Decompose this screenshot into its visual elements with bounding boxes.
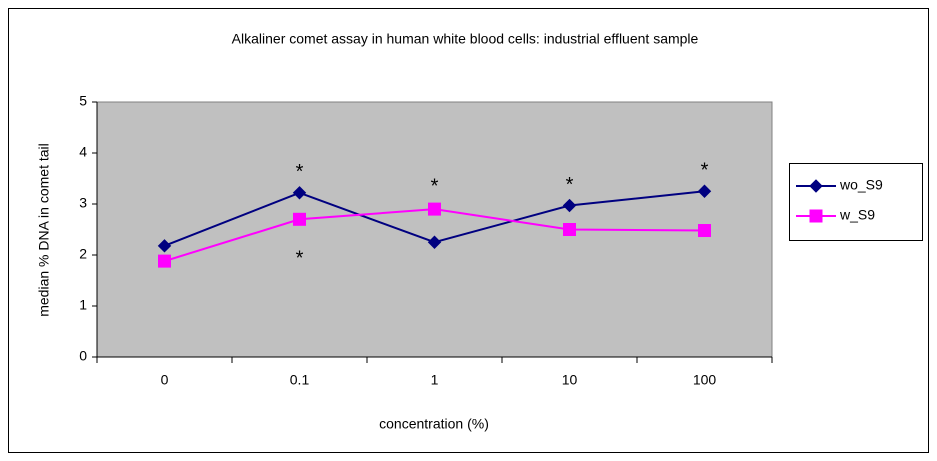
x-axis-label: concentration (%) xyxy=(379,416,489,432)
data-point xyxy=(563,223,576,236)
x-tick-label: 0.1 xyxy=(290,372,310,388)
x-tick-label: 10 xyxy=(562,372,578,388)
y-tick-label: 1 xyxy=(79,297,87,313)
annotation: * xyxy=(701,160,709,182)
y-tick-label: 4 xyxy=(79,144,87,160)
data-point xyxy=(809,179,823,193)
y-tick-label: 2 xyxy=(79,246,87,262)
y-tick-label: 5 xyxy=(79,93,87,109)
data-point xyxy=(698,224,711,238)
x-tick-label: 0 xyxy=(161,372,169,388)
data-point xyxy=(562,198,577,213)
data-point xyxy=(293,212,306,226)
annotation: * xyxy=(431,175,439,197)
annotation: * xyxy=(296,161,304,183)
data-point xyxy=(809,209,823,223)
data-point xyxy=(697,184,712,198)
data-point xyxy=(427,235,442,249)
legend-label: w_S9 xyxy=(839,207,875,223)
legend-label: wo_S9 xyxy=(839,177,883,193)
data-point xyxy=(428,202,441,216)
y-tick-label: 3 xyxy=(79,195,87,211)
annotation: * xyxy=(566,174,574,196)
data-point xyxy=(292,186,307,200)
legend-box xyxy=(789,163,923,241)
x-tick-label: 1 xyxy=(431,372,439,388)
y-tick-label: 0 xyxy=(79,348,87,364)
chart-title: Alkaliner comet assay in human white blo… xyxy=(232,31,699,47)
x-tick-label: 100 xyxy=(693,372,717,388)
annotation: * xyxy=(296,248,304,270)
y-axis-label: median % DNA in comet tail xyxy=(36,143,52,317)
data-point xyxy=(157,239,172,253)
data-point xyxy=(158,254,171,268)
